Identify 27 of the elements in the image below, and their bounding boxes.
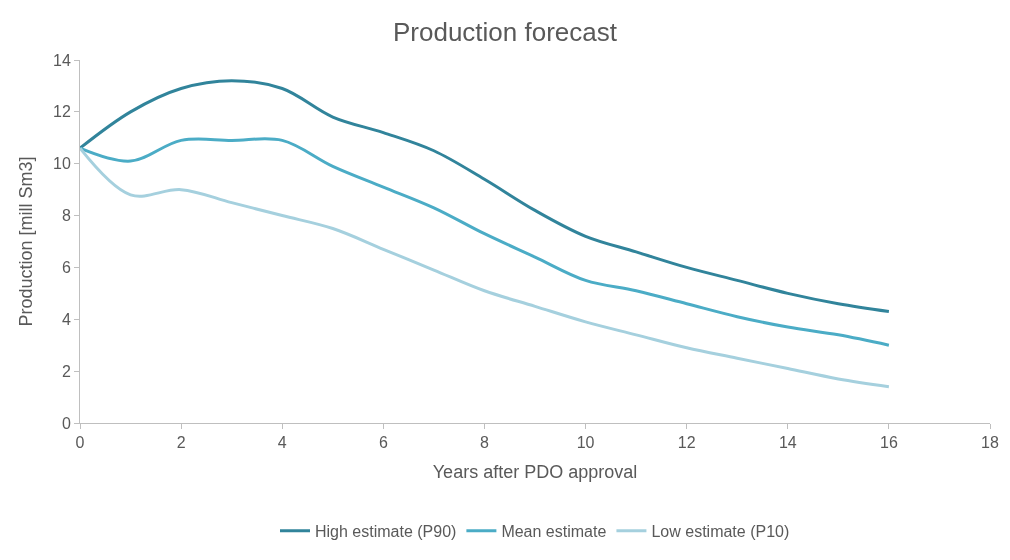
- x-tick-label: 0: [75, 434, 85, 452]
- y-tick-label: 12: [53, 103, 71, 121]
- y-tick-label: 6: [61, 259, 71, 277]
- x-tick-label: 16: [879, 434, 898, 452]
- y-tick-label: 2: [61, 362, 71, 380]
- line-series: [80, 146, 891, 389]
- chart-title: Production forecast: [392, 16, 618, 47]
- line-series: [80, 79, 891, 314]
- y-tick-label: 10: [53, 155, 71, 173]
- y-tick-label: 4: [61, 310, 71, 328]
- y-tick-label: 0: [61, 414, 71, 432]
- y-tick-label: 8: [61, 207, 71, 225]
- x-tick-label: 18: [981, 434, 999, 452]
- x-tick-label: 2: [176, 434, 186, 452]
- line-series: [80, 137, 891, 347]
- x-tick-label: 14: [778, 434, 797, 452]
- legend-label: Low estimate (P10): [651, 522, 790, 540]
- x-tick-label: 12: [677, 434, 696, 452]
- x-tick-label: 6: [378, 434, 388, 452]
- legend-label: High estimate (P90): [315, 522, 457, 540]
- legend-label: Mean estimate: [501, 522, 607, 540]
- y-tick-label: 14: [53, 51, 71, 69]
- x-tick-label: 8: [479, 434, 489, 452]
- x-tick-label: 4: [277, 434, 287, 452]
- y-axis-title: Production [mill Sm3]: [16, 156, 37, 327]
- x-axis-title: Years after PDO approval: [432, 462, 638, 483]
- x-tick-label: 10: [576, 434, 595, 452]
